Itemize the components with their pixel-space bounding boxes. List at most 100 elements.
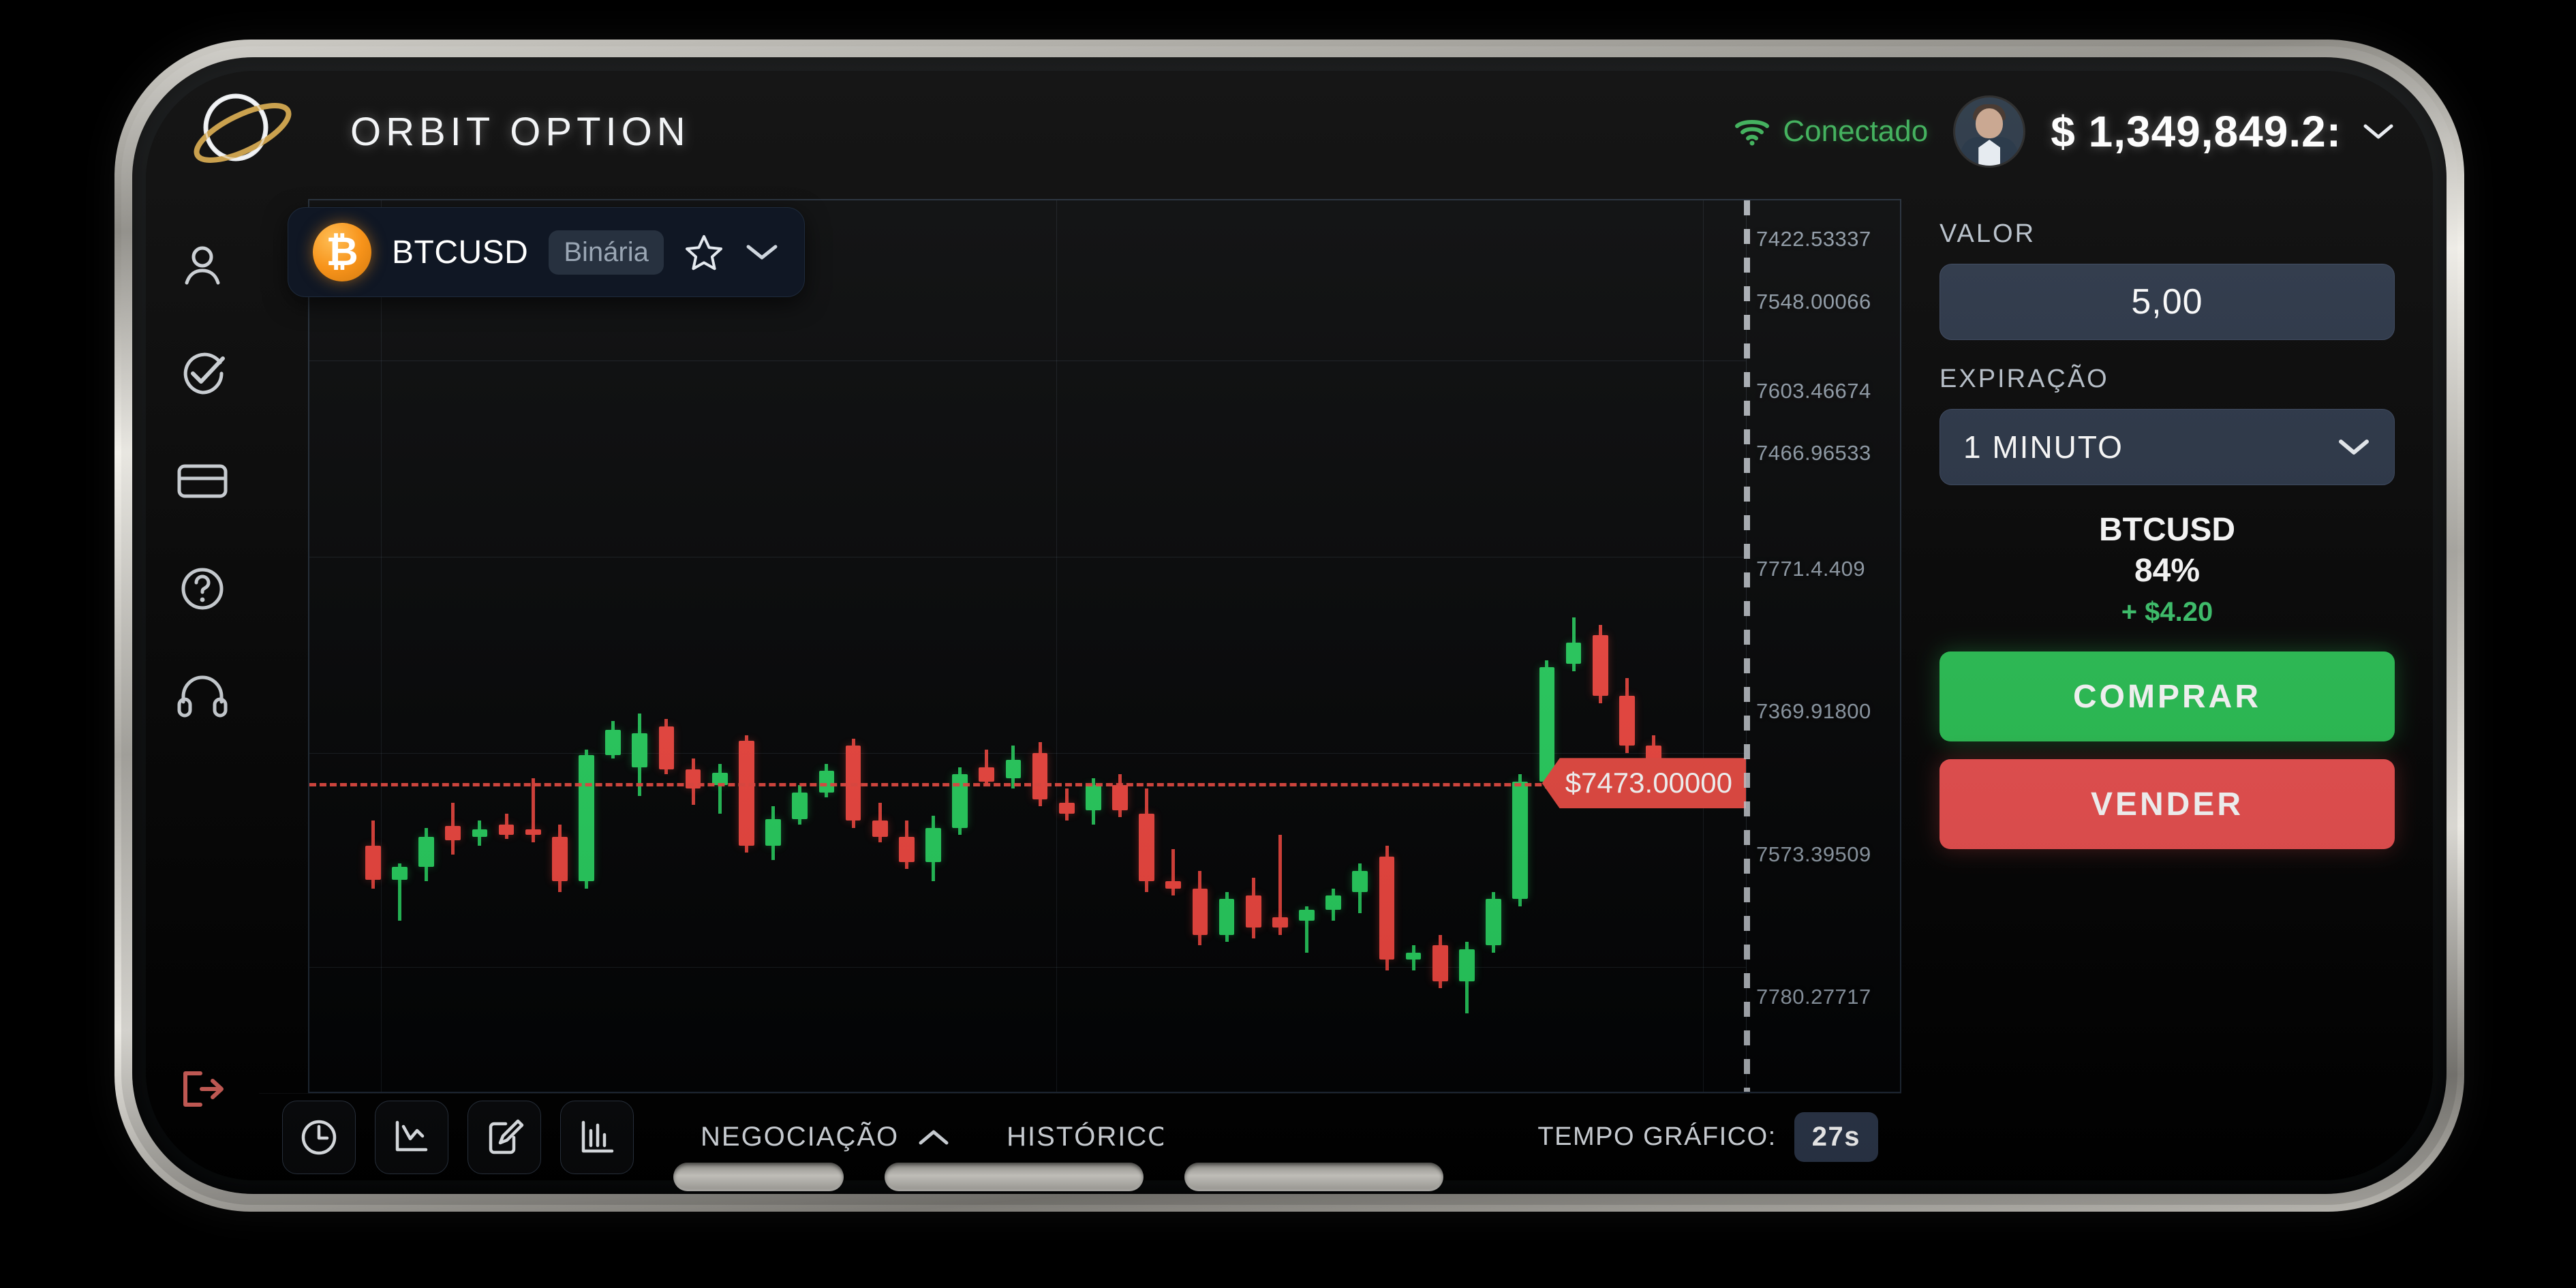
timeframe-control[interactable]: TEMPO GRÁFICO: 27s [1537,1112,1878,1162]
chevron-down-icon[interactable] [2362,121,2395,142]
candle-body [1379,856,1395,960]
candle-body [1112,785,1128,810]
candle-body [1299,910,1315,921]
sidebar-item-logout[interactable] [171,1058,234,1120]
camera-lens [337,534,390,587]
candle-body [605,729,622,755]
chart-vgridline [1702,200,1704,1092]
candle-wick [504,813,508,839]
chart-area[interactable]: ₿ BTCUSD Binária [259,192,1901,1093]
menu-trading[interactable]: NEGOCIAÇÃO [701,1122,951,1152]
price-axis-tick: 7771.4.409 [1756,557,1866,581]
balance-amount: $ 1,349,849.2: [2051,107,2342,156]
user-icon [179,242,226,290]
camera-module [303,507,480,807]
phone-bezel: ORBIT OPTION [132,57,2447,1194]
candle-body [1565,642,1582,664]
candle-wick [958,767,962,835]
candle-wick [931,815,935,882]
candle-wick [611,720,615,758]
asset-type-badge: Binária [549,230,664,275]
buy-button[interactable]: COMPRAR [1939,651,2395,741]
phone-volume-down-button[interactable] [1184,1163,1443,1191]
tool-drawing[interactable] [467,1100,541,1174]
chart-gridline [309,752,1746,754]
price-axis-tick: 7573.39509 [1756,842,1871,866]
expiry-select[interactable]: 1 MINUTO [1939,409,2395,485]
chevron-down-icon[interactable] [2337,437,2371,457]
candle-body [472,829,488,837]
candle-wick [1411,945,1415,971]
candle-body [979,767,995,782]
phone-action-button[interactable] [673,1163,844,1191]
tool-candles-chart[interactable] [375,1100,448,1174]
candle-wick [1465,942,1469,1013]
price-axis-tick: 7369.91800 [1756,699,1871,724]
candle-wick [664,719,669,775]
candle-wick [425,827,429,882]
phone-top-side-button[interactable] [992,65,1265,83]
tool-indicators[interactable] [560,1100,634,1174]
candle-body [1459,949,1475,981]
candle-wick [798,785,802,825]
star-outline-icon[interactable] [684,233,724,271]
candle-body [711,772,728,786]
phone-volume-up-button[interactable] [885,1163,1144,1191]
timeframe-value[interactable]: 27s [1794,1112,1878,1162]
phone-screen: ORBIT OPTION [146,71,2433,1180]
sell-button[interactable]: VENDER [1939,759,2395,849]
sidebar-item-profile[interactable] [171,234,234,297]
asset-selector[interactable]: ₿ BTCUSD Binária [288,207,805,297]
chevron-up-icon[interactable] [917,1127,951,1148]
bitcoin-glyph: ₿ [326,230,358,274]
sidebar-item-payments[interactable] [171,450,234,512]
left-sidebar [146,192,259,1180]
payout-asset: BTCUSD [2099,512,2235,548]
candle-wick [451,803,455,855]
orbit-planet-ring-logo-icon [177,91,322,172]
expiry-label: EXPIRAÇÃO [1939,365,2109,393]
candle-body [952,774,968,828]
avatar[interactable] [1955,97,2024,166]
candle-wick [1438,934,1442,989]
candle-body [1486,899,1501,946]
candlestick-plot[interactable]: $7473.00000 [309,200,1746,1092]
chevron-down-icon[interactable] [744,241,780,263]
sidebar-item-support[interactable] [171,665,234,728]
candle-wick [878,803,882,842]
candle-wick [371,821,375,889]
amount-input[interactable]: 5,00 [1939,264,2395,340]
candle-wick [1332,888,1336,921]
sidebar-item-verified[interactable] [171,342,234,405]
candle-body [685,769,701,789]
timeframe-label: TEMPO GRÁFICO: [1537,1122,1777,1151]
candlestick-chart-icon [391,1117,432,1158]
candle-wick [1358,863,1362,914]
question-circle-icon [178,564,227,613]
expiry-value: 1 MINUTO [1963,429,2123,465]
candle-body [898,836,915,862]
trade-panel: VALOR 5,00 EXPIRAÇÃO 1 MINUTO [1901,192,2433,1180]
candle-body [1245,895,1261,928]
tool-history-clock[interactable] [282,1100,356,1174]
current-price-tag: $7473.00000 [1542,758,1746,809]
balance-display[interactable]: $ 1,349,849.2: [2051,106,2395,157]
candle-body [1272,917,1288,928]
payout-percent: 84% [2134,553,2201,589]
price-axis-tick: 7603.46674 [1756,378,1871,403]
candle-body [365,845,381,880]
candle-body [552,836,568,882]
menu-history[interactable]: HISTÓRICO [1007,1122,1163,1152]
candle-wick [744,735,748,853]
candle-body [498,824,515,835]
speaker-grille [273,562,279,766]
logout-icon [179,1068,226,1110]
candle-body [1592,635,1608,696]
candle-wick [1038,742,1042,807]
candle-wick [1305,906,1309,953]
asset-symbol: BTCUSD [392,234,529,271]
candle-wick [1091,778,1095,825]
candle-body [765,818,781,846]
sidebar-item-help[interactable] [171,557,234,620]
candle-wick [1118,774,1122,818]
